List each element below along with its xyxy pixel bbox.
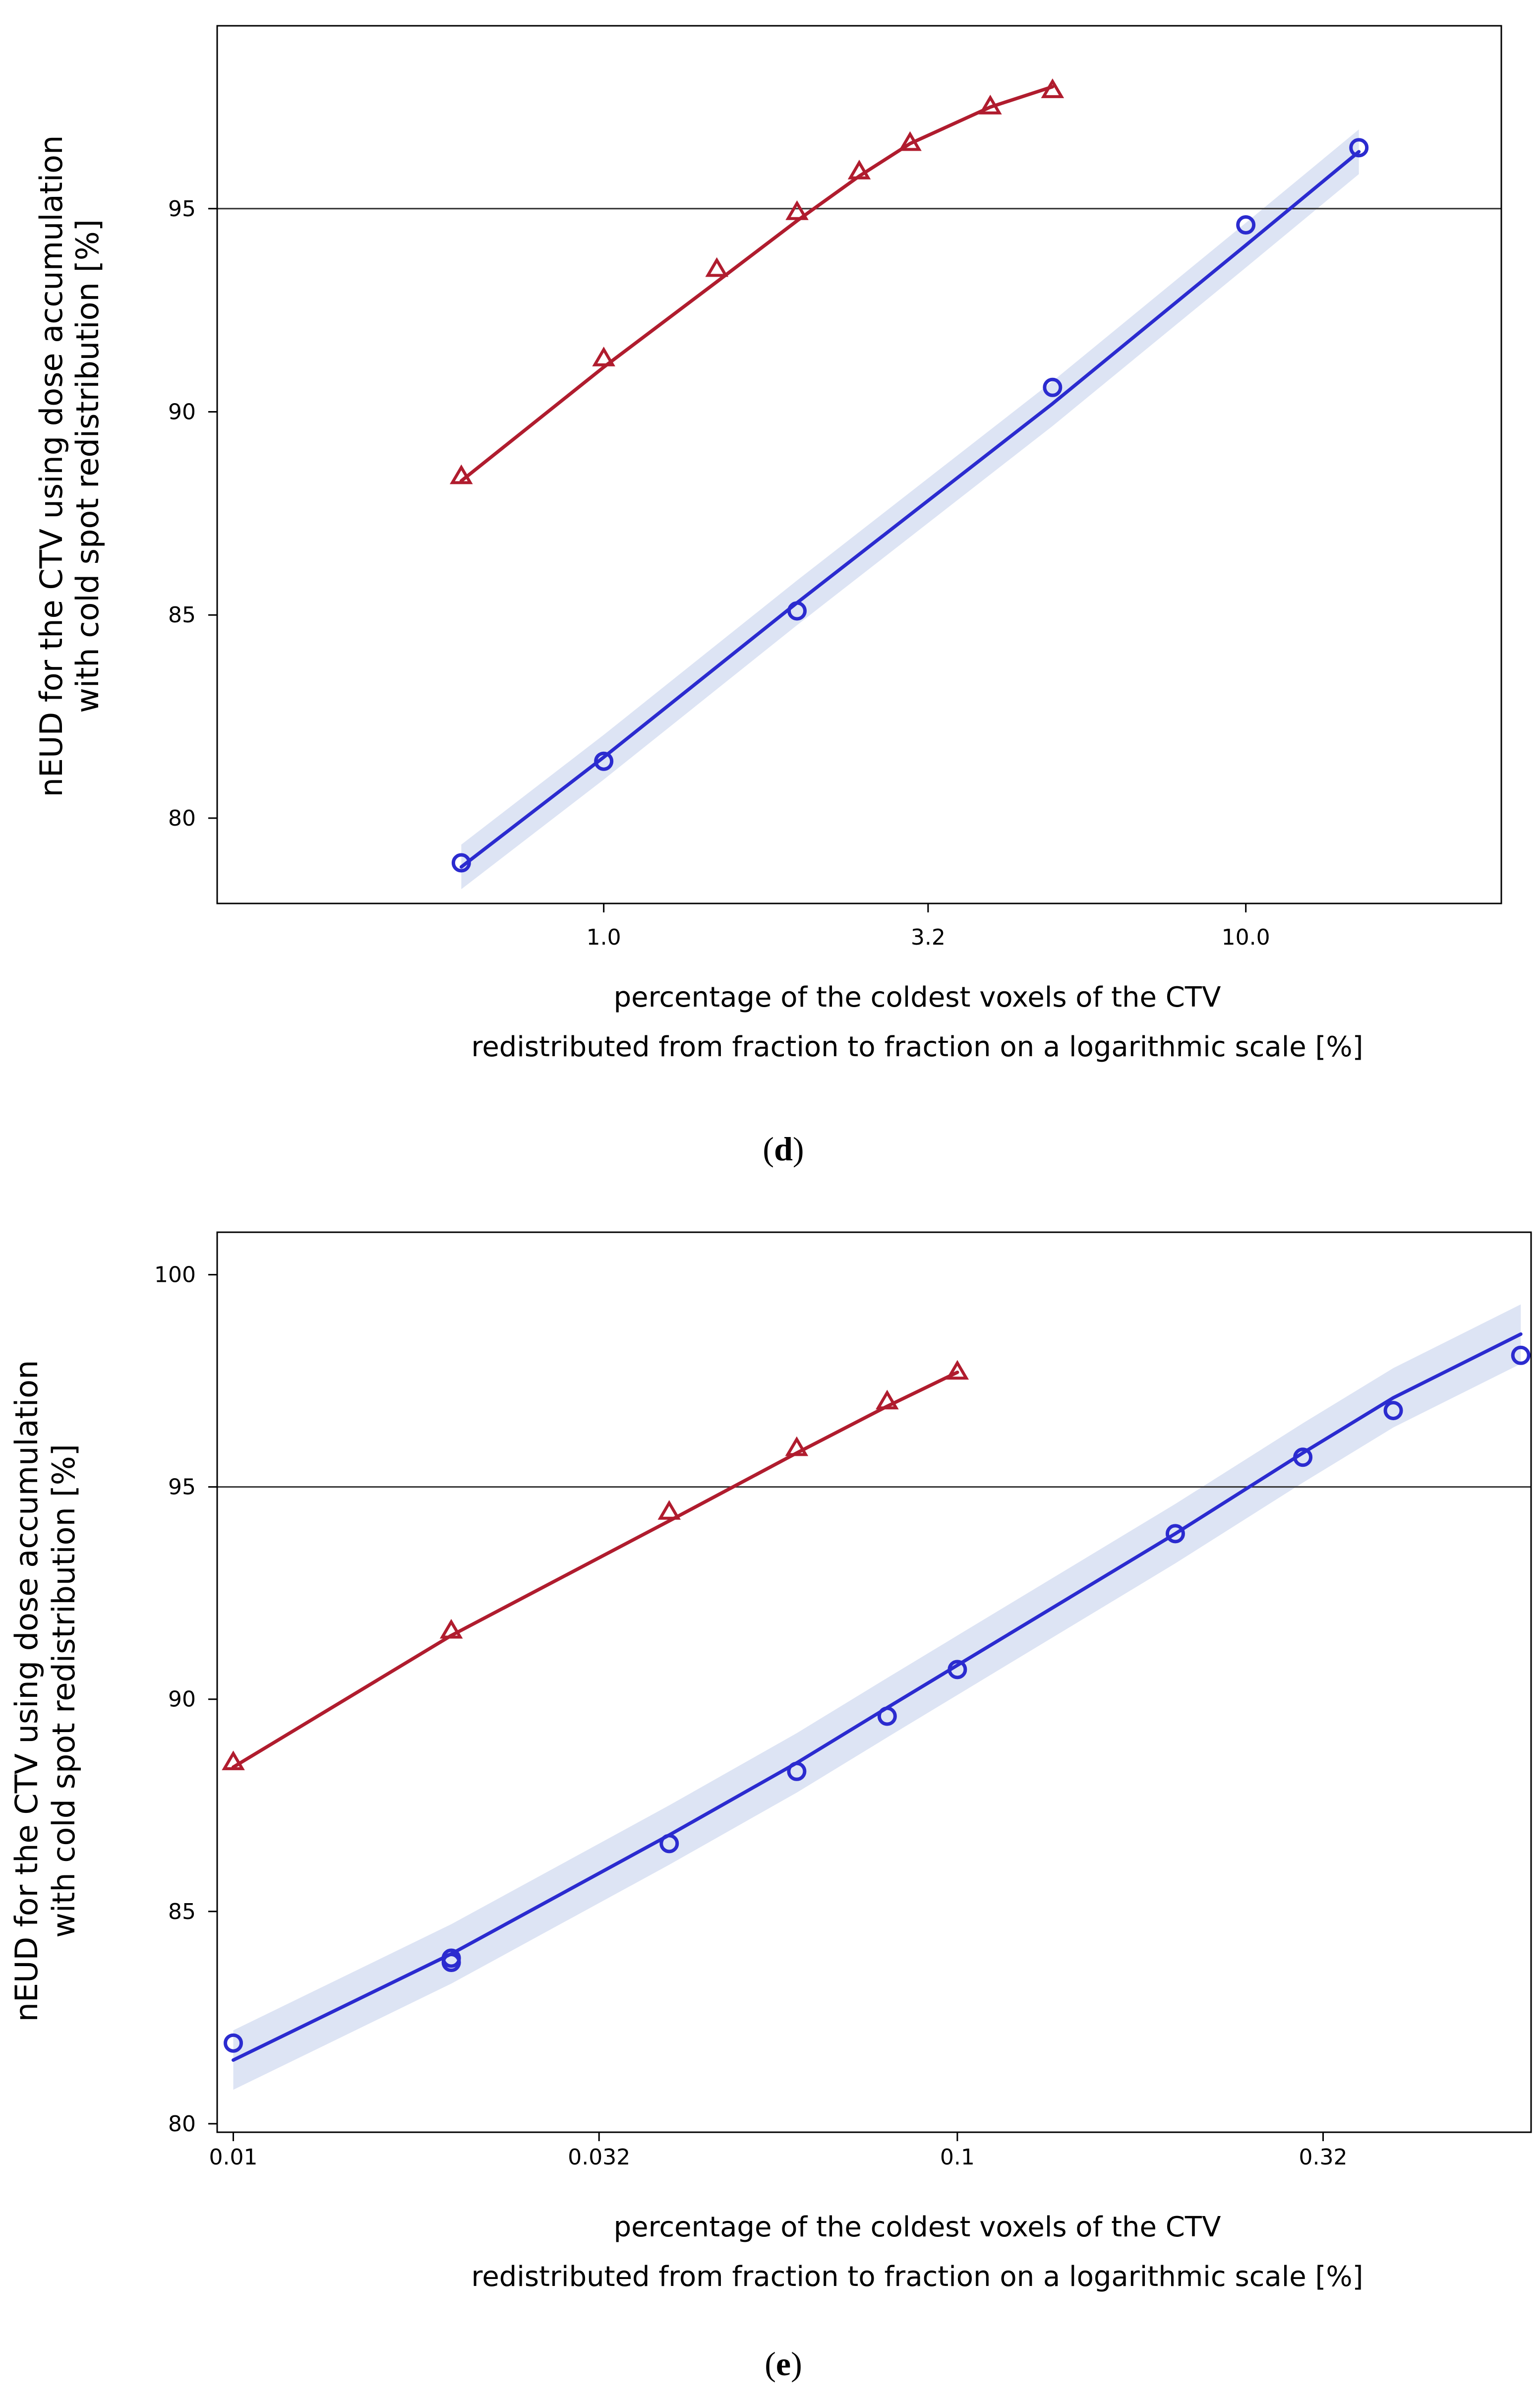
chart-d-series-blue-point [1236,215,1256,235]
chart-e-xtick-label: 0.032 [568,2145,630,2170]
chart-d: nEUD for the CTV using dose accumulation… [33,25,1502,1168]
chart-e-ytick-label: 95 [168,1475,196,1500]
chart-e-series-red-point [439,1619,463,1639]
chart-d-yticks: 80 85 90 95 [168,196,217,831]
chart-e: nEUD for the CTV using dose accumulation… [8,1231,1532,2383]
chart-d-frame [216,25,1502,904]
panel-label-e-close: ) [791,2345,802,2383]
chart-e-ytick-label: 85 [168,1899,196,1924]
chart-e-xtick-label: 0.1 [940,2145,975,2170]
chart-d-xlabel-line1: percentage of the coldest voxels of the … [614,981,1221,1014]
chart-e-series-blue-band [233,1304,1521,2090]
chart-e-series-blue-line [232,1332,1523,2062]
chart-d-ytick-label: 80 [168,806,196,831]
chart-d-series-blue-point [451,853,471,873]
chart-d-xlabel-line2: redistributed from fraction to fraction … [472,1031,1363,1063]
chart-e-series-red-point [946,1360,969,1380]
chart-e-series-blue-point [224,2033,243,2053]
chart-d-series-red-point [785,200,809,220]
chart-e-ytick-label: 100 [154,1262,196,1288]
chart-e-xlabel-line1: percentage of the coldest voxels of the … [614,2211,1221,2243]
chart-d-series-blue-line [459,150,1361,869]
chart-d-ytick-label: 85 [168,602,196,628]
chart-e-series-blue-point [1293,1447,1313,1467]
chart-e-series-red-point [876,1389,899,1410]
panel-label-e-open: ( [765,2345,776,2383]
chart-d-series-blue-point [1349,138,1369,158]
chart-e-series-red-point [657,1500,681,1520]
panel-label-e: (e) [765,2345,802,2383]
chart-e-series-red-point [785,1436,809,1456]
chart-e-ylabel-line2: with cold spot redistribution [%] [46,1444,82,1938]
chart-d-ytick-label: 95 [168,196,196,222]
chart-d-series-red-point [705,257,729,277]
chart-d-xtick-label: 3.2 [911,925,946,950]
chart-d-series-red-point [1041,78,1065,98]
chart-e-yticks: 80 85 90 95 100 [154,1262,217,2137]
panel-label-d: (d) [763,1130,804,1168]
panel-label-d-open: ( [763,1130,774,1168]
chart-d-series-blue-point [594,751,614,771]
chart-d-ytick-label: 90 [168,399,196,424]
chart-e-xlabel-line2: redistributed from fraction to fraction … [472,2261,1363,2293]
chart-d-xtick-label: 1.0 [587,925,621,950]
chart-d-series-red-point [898,131,922,151]
chart-d-series-blue-band [461,129,1359,890]
chart-d-series-red-point [847,160,871,180]
chart-e-ylabel-line1: nEUD for the CTV using dose accumulation [8,1360,45,2022]
chart-d-series-red-line [459,85,1055,483]
panel-label-d-letter: d [774,1130,793,1168]
chart-e-series-red-line [232,1371,959,1769]
chart-e-ytick-label: 80 [168,2111,196,2137]
panel-label-d-close: ) [793,1130,804,1168]
chart-e-xtick-label: 0.01 [209,2145,258,2170]
chart-d-plot [217,78,1501,890]
chart-e-series-red-point [222,1750,245,1770]
chart-e-frame [216,1231,1532,2133]
chart-d-series-red-point [592,346,615,366]
chart-d-series-red-point [450,464,473,484]
chart-d-xtick-label: 10.0 [1222,925,1270,950]
chart-e-ytick-label: 90 [168,1687,196,1712]
chart-e-xticks: 0.01 0.032 0.1 0.32 [209,2132,1348,2170]
chart-d-series-blue-point [787,601,807,621]
chart-d-ylabel-line2: with cold spot redistribution [%] [69,219,106,713]
chart-e-series-blue-point [1165,1524,1185,1544]
chart-e-xtick-label: 0.32 [1299,2145,1348,2170]
panel-label-e-letter: e [776,2345,791,2383]
chart-d-ylabel-line1: nEUD for the CTV using dose accumulation [33,135,69,797]
chart-d-series-blue-point [1043,377,1063,397]
chart-e-series-blue-point [1511,1345,1531,1365]
chart-e-series-blue-point [1383,1401,1403,1421]
chart-e-series-blue-point [948,1660,967,1680]
chart-e-series-blue-point [787,1761,807,1781]
chart-e-plot [217,1304,1531,2090]
chart-e-series-blue-point [877,1706,897,1726]
chart-d-series-red-point [979,94,1002,115]
chart-d-xticks: 1.0 3.2 10.0 [587,903,1270,950]
chart-e-series-blue-point [441,1953,461,1973]
chart-e-series-blue-point [659,1834,679,1854]
